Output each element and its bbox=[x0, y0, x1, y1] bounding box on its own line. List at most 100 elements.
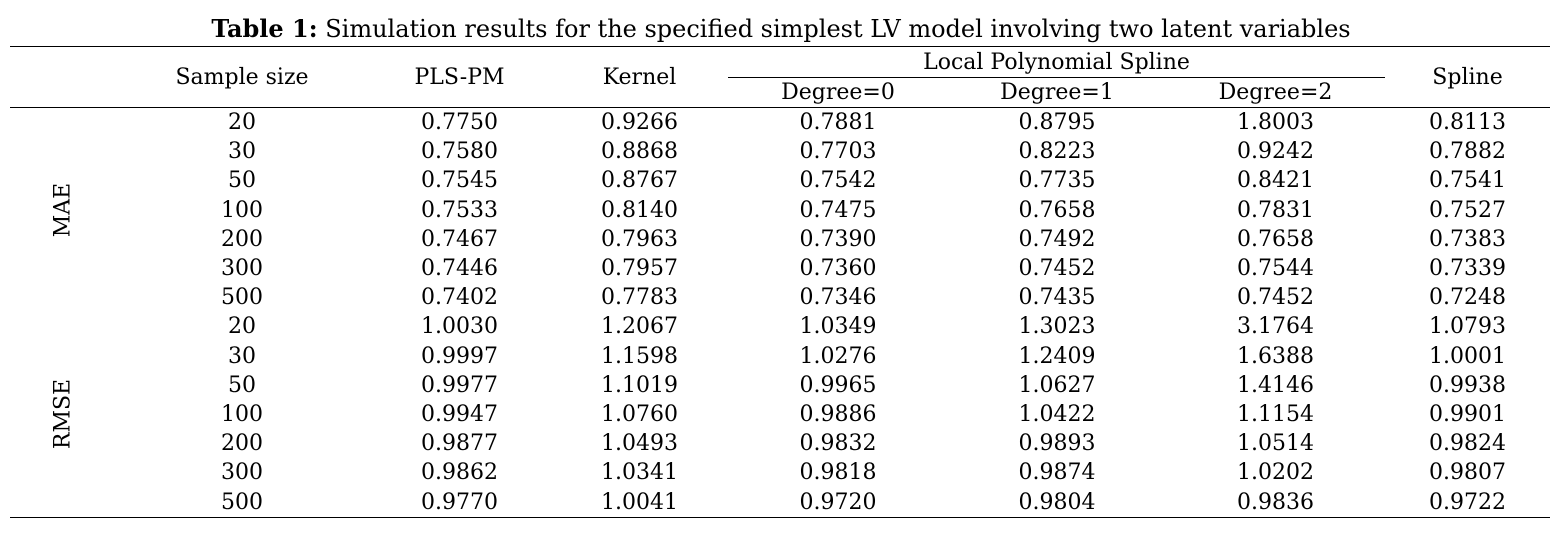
table-row: 30 0.7580 0.8868 0.7703 0.8223 0.9242 0.7882 bbox=[10, 137, 1550, 166]
table-row: 300 0.7446 0.7957 0.7360 0.7452 0.7544 0.7339 bbox=[10, 254, 1550, 283]
cell-plspm: 0.9770 bbox=[368, 487, 551, 518]
cell-spline: 0.7541 bbox=[1429, 168, 1506, 194]
cell-spline: 0.9938 bbox=[1429, 372, 1506, 398]
cell-spline: 0.7882 bbox=[1429, 139, 1506, 165]
cell-spline: 0.9722 bbox=[1385, 487, 1551, 518]
cell-plspm: 0.9947 bbox=[421, 401, 498, 427]
cell-degree-2: 1.0202 bbox=[1237, 460, 1314, 486]
cell-spline: 1.0001 bbox=[1429, 343, 1506, 369]
cell-plspm: 0.7446 bbox=[421, 256, 498, 282]
cell-degree-1: 0.7435 bbox=[1018, 285, 1096, 311]
cell-degree-0: 0.9720 bbox=[728, 487, 948, 518]
cell-spline: 0.9807 bbox=[1429, 460, 1506, 486]
cell-spline: 0.7248 bbox=[1429, 285, 1506, 311]
cell-degree-1: 0.9893 bbox=[1018, 431, 1096, 457]
cell-degree-0: 0.9886 bbox=[799, 401, 877, 427]
cell-degree-1: 1.3023 bbox=[1018, 314, 1096, 340]
cell-sample-size: 300 bbox=[221, 256, 263, 282]
cell-kernel: 0.9266 bbox=[601, 110, 678, 136]
table-row: 200 0.9877 1.0493 0.9832 0.9893 1.0514 0.9824 bbox=[10, 429, 1550, 458]
cell-kernel: 0.8140 bbox=[601, 197, 678, 223]
cell-sample-size: 500 bbox=[221, 285, 263, 311]
header-blank bbox=[10, 46, 116, 108]
cell-degree-1: 1.0627 bbox=[1018, 372, 1096, 398]
cell-sample-size: 50 bbox=[228, 372, 256, 398]
table-row: 500 0.9770 1.0041 0.9720 0.9804 0.9836 0.9722 bbox=[10, 487, 1551, 518]
cell-spline: 1.0793 bbox=[1429, 314, 1506, 340]
caption-label: Table 1: bbox=[211, 14, 318, 43]
cell-spline: 0.7527 bbox=[1429, 197, 1506, 223]
cell-degree-1: 1.2409 bbox=[1018, 343, 1096, 369]
table-row: 30 0.9997 1.1598 1.0276 1.2409 1.6388 1.0001 bbox=[10, 342, 1550, 371]
cell-spline: 0.9901 bbox=[1429, 401, 1506, 427]
cell-degree-2: 0.8421 bbox=[1237, 168, 1314, 194]
cell-plspm: 0.9862 bbox=[421, 460, 498, 486]
cell-degree-2: 0.9242 bbox=[1237, 139, 1314, 165]
table-row: 100 0.9947 1.0760 0.9886 1.0422 1.1154 0.9901 bbox=[10, 400, 1550, 429]
cell-kernel: 0.7963 bbox=[601, 226, 678, 252]
cell-degree-1: 0.7735 bbox=[1018, 168, 1096, 194]
cell-kernel: 0.7783 bbox=[601, 285, 678, 311]
cell-degree-2: 1.6388 bbox=[1237, 343, 1314, 369]
header-sample-size: Sample size bbox=[116, 46, 368, 108]
cell-plspm: 0.7545 bbox=[421, 168, 498, 194]
cell-kernel: 0.8868 bbox=[601, 139, 678, 165]
cell-degree-1: 0.7658 bbox=[1018, 197, 1096, 223]
cell-degree-0: 1.0276 bbox=[799, 343, 877, 369]
cell-spline: 0.7383 bbox=[1429, 226, 1506, 252]
cell-sample-size: 20 bbox=[228, 110, 256, 136]
cell-degree-0: 0.7475 bbox=[799, 197, 877, 223]
cell-degree-2: 0.7831 bbox=[1237, 197, 1314, 223]
cell-sample-size: 100 bbox=[221, 197, 263, 223]
header-plspm: PLS-PM bbox=[368, 46, 551, 108]
header-degree-2: Degree=2 bbox=[1166, 77, 1386, 108]
cell-degree-2: 0.9836 bbox=[1166, 487, 1386, 518]
header-kernel: Kernel bbox=[551, 46, 728, 108]
cell-plspm: 0.7750 bbox=[421, 110, 498, 136]
cell-degree-2: 1.0514 bbox=[1237, 431, 1314, 457]
group-label-cell: MAE bbox=[10, 108, 116, 313]
cell-sample-size: 30 bbox=[228, 343, 256, 369]
cell-sample-size: 100 bbox=[221, 401, 263, 427]
cell-degree-0: 0.7346 bbox=[799, 285, 877, 311]
results-table-wrapper: Sample size PLS-PM Kernel Local Polynomi… bbox=[10, 46, 1551, 518]
cell-sample-size: 200 bbox=[221, 431, 263, 457]
table-row: 50 0.9977 1.1019 0.9965 1.0627 1.4146 0.9938 bbox=[10, 371, 1550, 400]
cell-plspm: 0.9997 bbox=[421, 343, 498, 369]
cell-degree-1: 1.0422 bbox=[1018, 401, 1096, 427]
cell-plspm: 0.9977 bbox=[421, 372, 498, 398]
cell-plspm: 0.7467 bbox=[421, 226, 498, 252]
cell-degree-2: 0.7658 bbox=[1237, 226, 1314, 252]
cell-kernel: 1.1598 bbox=[601, 343, 678, 369]
cell-degree-0: 0.7703 bbox=[799, 139, 877, 165]
cell-degree-1: 0.7492 bbox=[1018, 226, 1096, 252]
cell-degree-2: 3.1764 bbox=[1237, 314, 1314, 340]
cell-plspm: 1.0030 bbox=[421, 314, 498, 340]
cell-degree-0: 1.0349 bbox=[799, 314, 877, 340]
group-label-cell: RMSE bbox=[10, 312, 116, 518]
cell-degree-0: 0.9965 bbox=[799, 372, 877, 398]
cell-degree-2: 0.7544 bbox=[1237, 256, 1314, 282]
cell-kernel: 1.0341 bbox=[601, 460, 678, 486]
cell-degree-0: 0.7881 bbox=[799, 110, 877, 136]
cell-degree-1: 0.9804 bbox=[948, 487, 1166, 518]
cell-degree-0: 0.9818 bbox=[799, 460, 877, 486]
cell-kernel: 0.8767 bbox=[601, 168, 678, 194]
cell-kernel: 1.0041 bbox=[551, 487, 728, 518]
table-row: 300 0.9862 1.0341 0.9818 0.9874 1.0202 0.9807 bbox=[10, 458, 1550, 487]
table-caption: Table 1: Simulation results for the spec… bbox=[0, 14, 1562, 44]
cell-plspm: 0.9877 bbox=[421, 431, 498, 457]
cell-degree-0: 0.9832 bbox=[799, 431, 877, 457]
cell-degree-2: 1.4146 bbox=[1237, 372, 1314, 398]
cell-kernel: 1.0760 bbox=[601, 401, 678, 427]
cell-degree-1: 0.8795 bbox=[1018, 110, 1096, 136]
cell-degree-1: 0.9874 bbox=[1018, 460, 1096, 486]
caption-text: Simulation results for the specified sim… bbox=[317, 15, 1351, 43]
cell-sample-size: 200 bbox=[221, 226, 263, 252]
cell-degree-2: 1.1154 bbox=[1237, 401, 1314, 427]
group-label: MAE bbox=[50, 182, 76, 238]
cell-degree-2: 0.7452 bbox=[1237, 285, 1314, 311]
table-row: MAE 20 0.7750 0.9266 0.7881 0.8795 1.8003 0.811… bbox=[10, 108, 1550, 237]
cell-sample-size: 20 bbox=[228, 314, 256, 340]
cell-kernel: 1.1019 bbox=[601, 372, 678, 398]
